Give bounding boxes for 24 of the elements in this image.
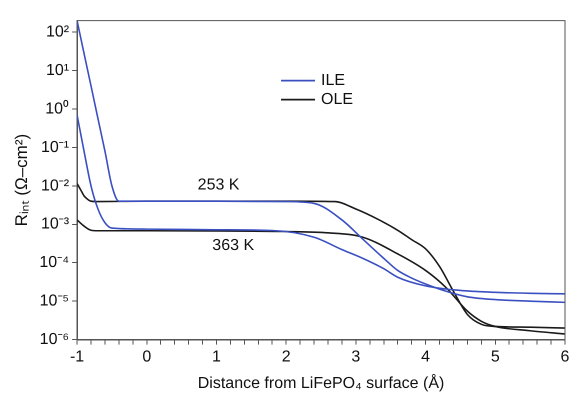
y-tick-label: 10⁻⁶ bbox=[40, 331, 70, 348]
y-tick-label: 10¹ bbox=[46, 62, 70, 80]
legend-label: ILE bbox=[321, 72, 346, 90]
y-tick-label: 10⁻³ bbox=[40, 216, 70, 233]
y-tick-label: 10⁻² bbox=[40, 177, 70, 194]
y-tick-label: 10² bbox=[46, 24, 70, 41]
annotation: 253 K bbox=[198, 176, 240, 194]
x-tick-label: 6 bbox=[560, 348, 570, 366]
x-tick-label: -1 bbox=[70, 348, 84, 366]
x-tick-label: 1 bbox=[212, 348, 222, 366]
y-tick-label: 10⁻⁴ bbox=[39, 254, 70, 272]
annotation: 363 K bbox=[212, 236, 254, 254]
y-tick-label: 10⁰ bbox=[45, 99, 70, 118]
line-series bbox=[77, 20, 565, 304]
y-axis-title: Rᵢₙₜ (Ω–cm²) bbox=[12, 134, 31, 226]
x-axis-title: Distance from LiFePO₄ surface (Å) bbox=[198, 374, 444, 392]
x-tick-label: 3 bbox=[351, 348, 360, 366]
x-tick-label: 5 bbox=[490, 348, 500, 366]
y-tick-label: 10⁻¹ bbox=[40, 138, 70, 156]
x-tick-label: 4 bbox=[421, 348, 430, 366]
legend-label: OLE bbox=[321, 91, 354, 108]
x-tick-label: 2 bbox=[282, 348, 291, 366]
y-tick-label: 10⁻⁵ bbox=[40, 292, 70, 310]
x-tick-label: 0 bbox=[142, 348, 152, 366]
